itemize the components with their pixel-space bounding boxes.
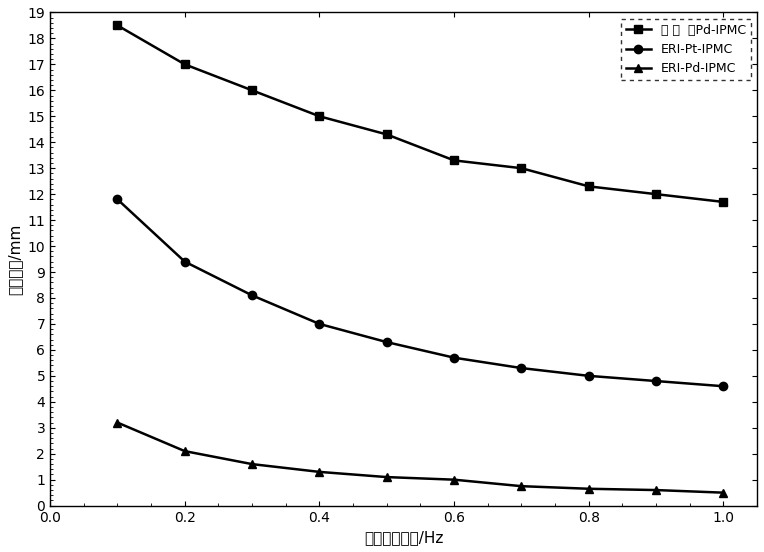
ERI-Pt-IPMC bbox=[180, 258, 189, 265]
自 制  高Pd-IPMC bbox=[449, 157, 458, 164]
ERI-Pd-IPMC bbox=[449, 476, 458, 483]
自 制  高Pd-IPMC bbox=[652, 191, 661, 198]
ERI-Pt-IPMC bbox=[584, 373, 594, 379]
Line: ERI-Pt-IPMC: ERI-Pt-IPMC bbox=[113, 195, 727, 390]
Line: 自 制  高Pd-IPMC: 自 制 高Pd-IPMC bbox=[113, 22, 727, 206]
X-axis label: 驱动电压频率/Hz: 驱动电压频率/Hz bbox=[364, 530, 443, 545]
ERI-Pd-IPMC bbox=[382, 474, 391, 480]
自 制  高Pd-IPMC bbox=[719, 199, 728, 205]
ERI-Pd-IPMC bbox=[652, 487, 661, 493]
ERI-Pt-IPMC bbox=[449, 354, 458, 361]
ERI-Pd-IPMC bbox=[516, 483, 526, 490]
ERI-Pt-IPMC bbox=[516, 365, 526, 371]
自 制  高Pd-IPMC bbox=[584, 183, 594, 190]
ERI-Pt-IPMC bbox=[652, 378, 661, 384]
ERI-Pd-IPMC bbox=[719, 490, 728, 496]
ERI-Pd-IPMC bbox=[584, 485, 594, 492]
ERI-Pd-IPMC bbox=[248, 461, 257, 468]
自 制  高Pd-IPMC bbox=[113, 22, 122, 29]
ERI-Pt-IPMC bbox=[113, 196, 122, 203]
Y-axis label: 末端位移/mm: 末端位移/mm bbox=[7, 224, 22, 295]
ERI-Pd-IPMC bbox=[113, 420, 122, 426]
自 制  高Pd-IPMC bbox=[248, 87, 257, 94]
ERI-Pt-IPMC bbox=[719, 383, 728, 390]
ERI-Pd-IPMC bbox=[315, 469, 324, 475]
ERI-Pt-IPMC bbox=[382, 339, 391, 346]
自 制  高Pd-IPMC bbox=[315, 113, 324, 120]
ERI-Pt-IPMC bbox=[315, 321, 324, 327]
自 制  高Pd-IPMC bbox=[382, 131, 391, 138]
自 制  高Pd-IPMC bbox=[516, 165, 526, 172]
Line: ERI-Pd-IPMC: ERI-Pd-IPMC bbox=[113, 418, 727, 497]
自 制  高Pd-IPMC bbox=[180, 61, 189, 68]
Legend: 自 制  高Pd-IPMC, ERI-Pt-IPMC, ERI-Pd-IPMC: 自 制 高Pd-IPMC, ERI-Pt-IPMC, ERI-Pd-IPMC bbox=[620, 19, 751, 80]
ERI-Pd-IPMC bbox=[180, 448, 189, 454]
ERI-Pt-IPMC bbox=[248, 292, 257, 299]
